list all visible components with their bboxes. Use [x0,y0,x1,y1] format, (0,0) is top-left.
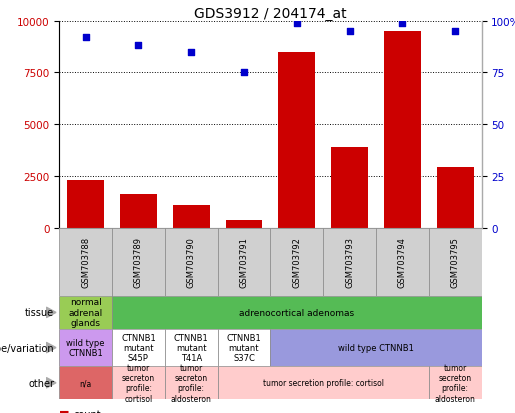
Text: normal
adrenal
glands: normal adrenal glands [68,298,103,328]
Bar [376,228,429,296]
Text: GSM703793: GSM703793 [345,237,354,287]
Bar [270,329,482,366]
Text: genotype/variation: genotype/variation [0,343,54,353]
Text: wild type CTNNB1: wild type CTNNB1 [338,343,414,352]
Text: GSM703792: GSM703792 [293,237,301,287]
Text: tumor
secreton
profile:
cortisol: tumor secreton profile: cortisol [122,363,155,403]
Bar [165,228,217,296]
Text: wild type
CTNNB1: wild type CTNNB1 [66,338,105,357]
Title: GDS3912 / 204174_at: GDS3912 / 204174_at [194,7,347,21]
Text: GSM703788: GSM703788 [81,237,90,287]
Bar [323,228,376,296]
Bar [384,32,421,228]
Bar [278,52,315,228]
Polygon shape [46,342,56,353]
Bar [165,366,217,399]
Text: n/a: n/a [79,378,92,387]
Bar [59,228,112,296]
Bar [112,366,165,399]
Bar [165,329,217,366]
Point [240,70,248,76]
Text: CTNNB1
mutant
S45P: CTNNB1 mutant S45P [121,333,156,363]
Bar [59,296,112,329]
Point [398,20,406,27]
Bar [59,366,112,399]
Point [451,28,459,35]
Bar [112,228,165,296]
Text: CTNNB1
mutant
S37C: CTNNB1 mutant S37C [227,333,261,363]
Text: GSM703790: GSM703790 [187,237,196,287]
Text: tumor secretion profile: cortisol: tumor secretion profile: cortisol [263,378,384,387]
Text: GSM703789: GSM703789 [134,237,143,287]
Bar [112,329,165,366]
Text: tumor
secreton
profile:
aldosteron: tumor secreton profile: aldosteron [435,363,475,403]
Bar [331,147,368,228]
Bar [217,228,270,296]
Bar [67,180,104,228]
Text: GSM703794: GSM703794 [398,237,407,287]
Point [134,43,143,50]
Point [346,28,354,35]
Text: adrenocortical adenomas: adrenocortical adenomas [239,308,354,317]
Point [187,49,195,56]
Bar [217,366,428,399]
Bar [59,329,112,366]
Polygon shape [46,377,56,388]
Text: other: other [28,378,54,388]
Bar [112,296,482,329]
Polygon shape [46,307,56,318]
Bar [226,221,263,228]
Text: GSM703795: GSM703795 [451,237,459,287]
Text: GSM703791: GSM703791 [239,237,248,287]
Text: CTNNB1
mutant
T41A: CTNNB1 mutant T41A [174,333,209,363]
Text: ■: ■ [59,409,70,413]
Bar [173,205,210,228]
Bar [429,228,482,296]
Bar [120,195,157,228]
Bar [437,168,474,228]
Bar [429,366,482,399]
Bar [217,329,270,366]
Text: count: count [74,409,101,413]
Point [293,20,301,27]
Text: tissue: tissue [25,308,54,318]
Text: tumor
secreton
profile:
aldosteron: tumor secreton profile: aldosteron [171,363,212,403]
Bar [270,228,323,296]
Point [81,35,90,41]
